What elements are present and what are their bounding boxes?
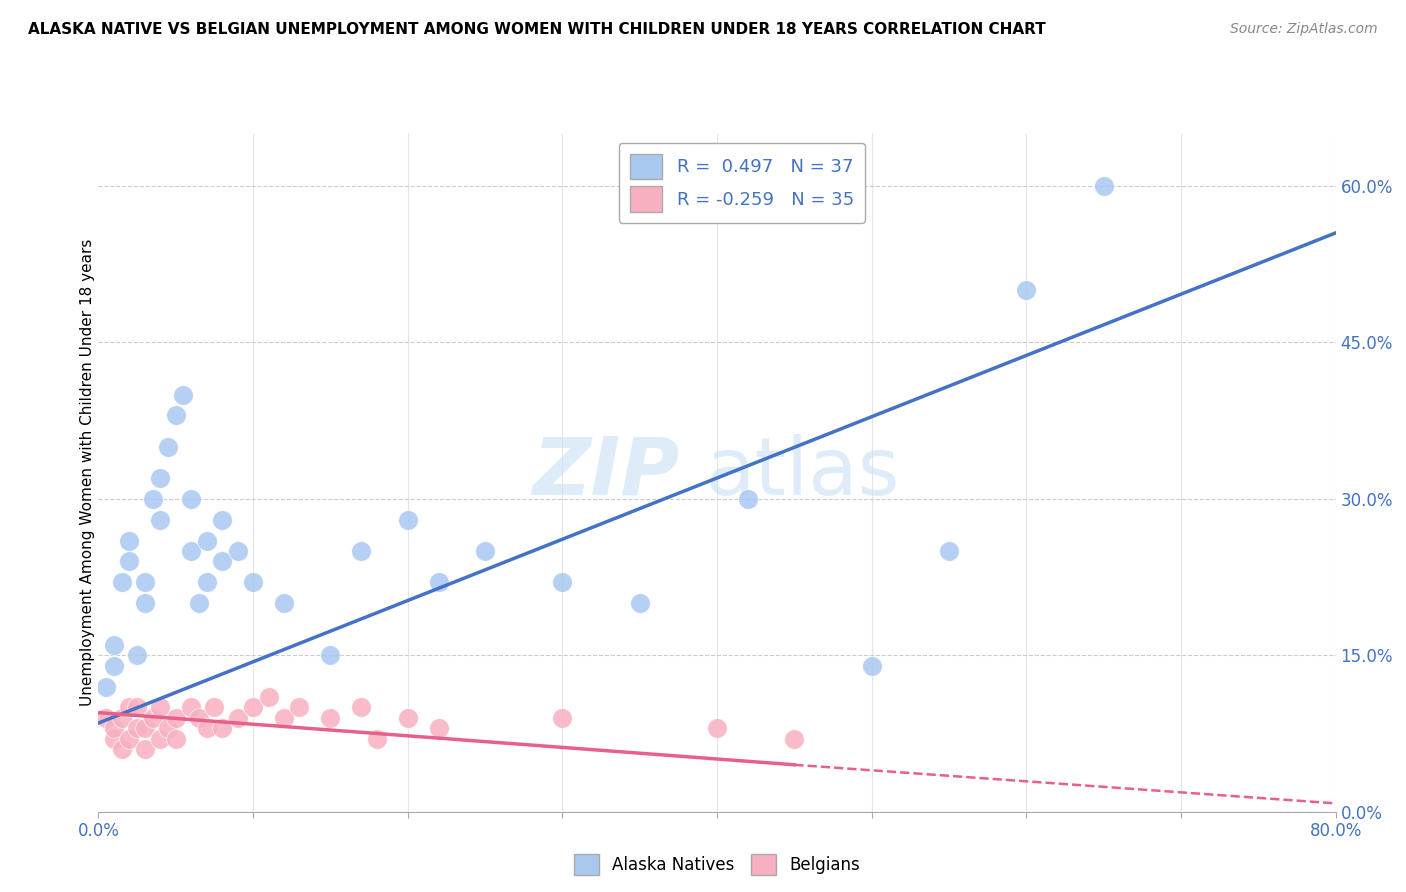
Point: [211, 513, 233, 527]
Point: [257, 690, 280, 704]
Point: [118, 554, 141, 568]
Point: [96, 680, 118, 694]
Point: [134, 742, 156, 756]
Point: [103, 731, 125, 746]
Text: ALASKA NATIVE VS BELGIAN UNEMPLOYMENT AMONG WOMEN WITH CHILDREN UNDER 18 YEARS C: ALASKA NATIVE VS BELGIAN UNEMPLOYMENT AM…: [28, 22, 1046, 37]
Point: [111, 711, 134, 725]
Point: [1092, 178, 1115, 193]
Point: [195, 721, 218, 735]
Point: [127, 700, 149, 714]
Point: [118, 700, 141, 714]
Point: [226, 711, 249, 725]
Point: [242, 575, 264, 590]
Point: [96, 711, 118, 725]
Point: [319, 648, 342, 663]
Point: [188, 596, 211, 610]
Point: [134, 575, 156, 590]
Point: [173, 387, 195, 401]
Point: [211, 554, 233, 568]
Text: atlas: atlas: [704, 434, 898, 512]
Point: [149, 471, 172, 485]
Point: [273, 596, 295, 610]
Point: [427, 575, 450, 590]
Point: [195, 575, 218, 590]
Point: [165, 409, 187, 423]
Point: [273, 711, 295, 725]
Y-axis label: Unemployment Among Women with Children Under 18 years: Unemployment Among Women with Children U…: [80, 239, 94, 706]
Point: [157, 440, 180, 454]
Point: [396, 711, 419, 725]
Point: [242, 700, 264, 714]
Point: [103, 658, 125, 673]
Point: [195, 533, 218, 548]
Point: [180, 544, 202, 558]
Point: [165, 711, 187, 725]
Point: [1015, 283, 1038, 297]
Point: [149, 700, 172, 714]
Point: [226, 544, 249, 558]
Point: [706, 721, 728, 735]
Legend: Alaska Natives, Belgians: Alaska Natives, Belgians: [567, 847, 868, 881]
Point: [551, 711, 574, 725]
Text: Source: ZipAtlas.com: Source: ZipAtlas.com: [1230, 22, 1378, 37]
Point: [204, 700, 226, 714]
Point: [149, 731, 172, 746]
Point: [180, 491, 202, 506]
Point: [211, 721, 233, 735]
Point: [551, 575, 574, 590]
Point: [127, 648, 149, 663]
Point: [134, 596, 156, 610]
Point: [142, 711, 165, 725]
Point: [474, 544, 496, 558]
Point: [103, 638, 125, 652]
Point: [288, 700, 311, 714]
Point: [783, 731, 806, 746]
Point: [118, 731, 141, 746]
Point: [118, 533, 141, 548]
Point: [142, 491, 165, 506]
Point: [350, 700, 373, 714]
Point: [157, 721, 180, 735]
Point: [134, 721, 156, 735]
Point: [149, 513, 172, 527]
Point: [427, 721, 450, 735]
Point: [165, 731, 187, 746]
Point: [111, 575, 134, 590]
Point: [188, 711, 211, 725]
Point: [938, 544, 960, 558]
Point: [319, 711, 342, 725]
Point: [628, 596, 651, 610]
Point: [127, 721, 149, 735]
Point: [350, 544, 373, 558]
Point: [396, 513, 419, 527]
Point: [180, 700, 202, 714]
Point: [111, 742, 134, 756]
Point: [103, 721, 125, 735]
Point: [366, 731, 388, 746]
Text: ZIP: ZIP: [533, 434, 681, 512]
Point: [737, 491, 759, 506]
Point: [860, 658, 883, 673]
